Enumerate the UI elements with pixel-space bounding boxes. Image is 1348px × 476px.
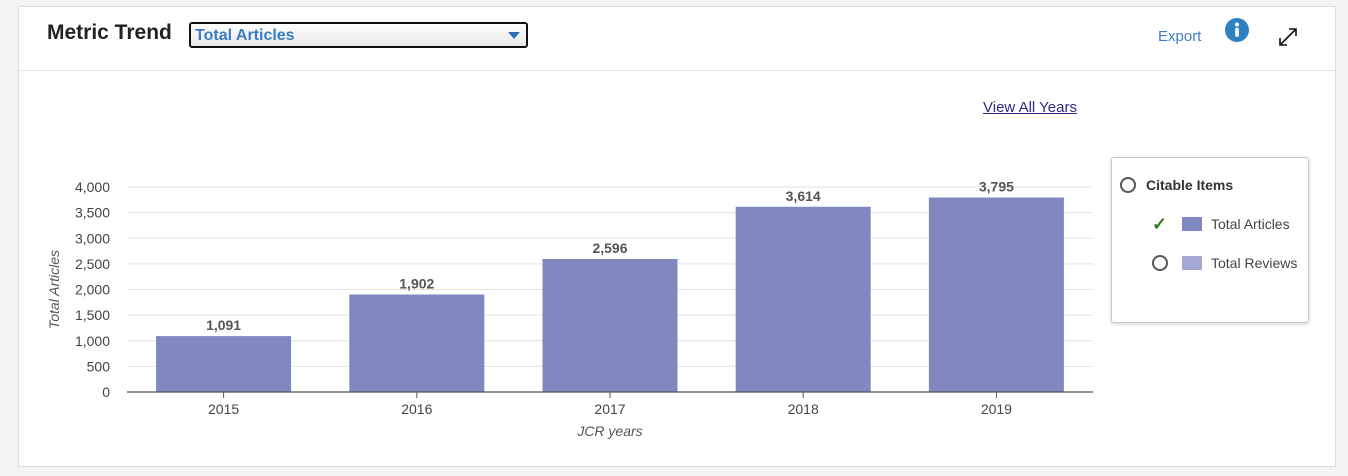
bar-2018 — [735, 206, 871, 392]
y-tick-label: 500 — [87, 358, 111, 374]
legend-group-citable-items[interactable]: Citable Items — [1120, 177, 1233, 193]
x-tick-label: 2016 — [401, 401, 432, 417]
legend-item-total-articles[interactable]: ✓ Total Articles — [1152, 214, 1290, 234]
x-axis-title: JCR years — [576, 423, 642, 439]
bar-chart: 0 500 1,000 1,500 2,000 2,500 3,000 3,500 4,000 1… — [46, 179, 1093, 439]
x-tick-label: 2018 — [788, 401, 819, 417]
radio-icon[interactable] — [1120, 177, 1136, 193]
y-tick-label: 3,000 — [75, 230, 110, 246]
radio-icon[interactable] — [1152, 255, 1168, 271]
y-axis-title: Total Articles — [46, 250, 62, 329]
bar-2016 — [349, 294, 485, 392]
y-tick-label: 0 — [102, 384, 110, 400]
metric-select-value: Total Articles — [195, 27, 295, 44]
expand-icon[interactable] — [1277, 26, 1299, 48]
y-tick-label: 1,000 — [75, 333, 110, 349]
data-label: 3,614 — [786, 188, 821, 204]
y-tick-label: 4,000 — [75, 179, 110, 195]
chevron-down-icon — [508, 32, 520, 39]
data-label: 3,795 — [979, 179, 1014, 195]
x-tick-label: 2019 — [981, 401, 1012, 417]
bar-2019 — [928, 197, 1064, 392]
y-tick-label: 2,000 — [75, 282, 110, 298]
x-tick-label: 2015 — [208, 401, 239, 417]
bar-2017 — [542, 258, 678, 392]
metric-select[interactable]: Total Articles — [189, 22, 528, 48]
view-all-years-link[interactable]: View All Years — [983, 99, 1077, 116]
data-label: 2,596 — [592, 240, 627, 256]
info-icon[interactable] — [1225, 18, 1249, 42]
legend-swatch — [1182, 217, 1202, 231]
x-tick-label: 2017 — [594, 401, 625, 417]
legend-item-label: Total Reviews — [1211, 255, 1298, 271]
checkmark-icon[interactable]: ✓ — [1152, 214, 1168, 234]
chart-legend: Citable Items ✓ Total Articles Total Rev… — [1111, 157, 1309, 323]
bar-2015 — [156, 336, 292, 392]
legend-swatch — [1182, 256, 1202, 270]
legend-item-total-reviews[interactable]: Total Reviews — [1152, 255, 1297, 271]
export-link[interactable]: Export — [1158, 28, 1202, 45]
data-label: 1,091 — [206, 317, 241, 333]
y-tick-label: 3,500 — [75, 205, 110, 221]
legend-group-label: Citable Items — [1146, 177, 1234, 193]
legend-item-label: Total Articles — [1211, 216, 1290, 232]
metric-trend-card: Metric Trend Total Articles Export View … — [18, 6, 1336, 467]
card-header: Metric Trend Total Articles Export — [19, 7, 1335, 71]
page-title: Metric Trend — [47, 21, 172, 44]
y-tick-label: 2,500 — [75, 256, 110, 272]
y-tick-label: 1,500 — [75, 307, 110, 323]
data-label: 1,902 — [399, 276, 434, 292]
